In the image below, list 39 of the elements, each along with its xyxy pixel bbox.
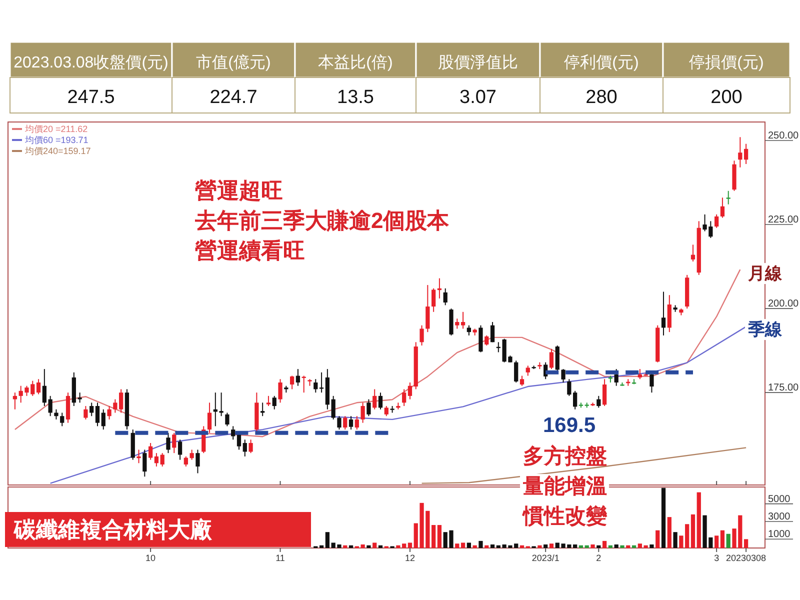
x-tick-label: 2023/1 [532,553,560,563]
annotation: 慣性改變 [522,505,608,528]
y-tick-label: 250.00 [768,130,800,142]
legend-label: 均價240=159.17 [24,146,91,156]
x-tick-label: 10 [146,553,156,563]
legend-label: 均價20 =211.62 [24,124,88,134]
x-tick-label: 11 [276,553,285,563]
x-tick-label: 12 [404,553,415,563]
text: 13.5 [337,87,374,108]
x-tick-label: 2 [596,553,602,563]
annotation: 營運續看旺 [195,238,305,263]
annotation: 季線 [747,320,783,339]
y-tick-label: 175.00 [768,382,800,394]
text: 280 [586,87,618,108]
annotation: 營運超旺 [195,178,283,203]
category-label: 市值(億元) [196,54,271,72]
annotation: 去年前三季大賺逾2個股本 [194,208,450,233]
annotation: 月線 [747,264,783,283]
annotation: 碳纖維複合材料大廠 [13,517,213,542]
y-tick-label: 225.00 [768,214,800,226]
text: 224.7 [210,87,258,108]
text: 3.07 [460,87,496,108]
category-label: 本益比(倍) [318,54,393,72]
category-label: 股價淨值比 [438,54,518,72]
annotation: 量能增溫 [522,475,607,498]
text: 200 [710,87,742,108]
y-tick-label: 1000 [768,529,791,540]
category-label: 2023.03.08收盤價(元) [14,54,168,72]
y-tick-label: 5000 [768,494,791,505]
y-tick-label: 200.00 [768,298,800,310]
x-tick-label: 3 [714,553,720,563]
annotation: 多方控盤 [523,444,607,468]
category-label: 停損價(元) [689,54,764,72]
annotation: 169.5 [543,414,596,437]
category-label: 停利價(元) [564,54,639,72]
y-tick-label: 3000 [768,511,791,522]
text: 247.5 [67,87,115,108]
x-tick-label: 20230308 [726,553,766,563]
legend-label: 均價60 =193.71 [24,135,88,145]
